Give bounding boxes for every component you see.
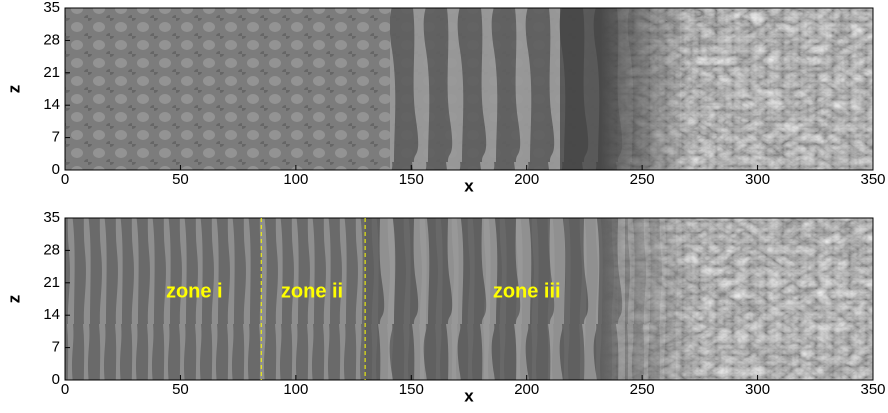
x-tick-label: 0 [61, 171, 69, 188]
x-tick-label: 100 [283, 381, 308, 398]
y-tick-label: 28 [43, 31, 60, 48]
x-tick-label: 50 [172, 171, 189, 188]
x-tick-label: 350 [860, 171, 885, 188]
x-tick-label: 50 [172, 381, 189, 398]
y-tick-label: 0 [52, 161, 60, 178]
y-tick-label: 35 [43, 0, 60, 16]
x-axis-label: x [464, 176, 474, 195]
zone-label: zone i [166, 280, 223, 302]
x-tick-label: 100 [283, 171, 308, 188]
x-tick-label: 250 [630, 171, 655, 188]
x-tick-label: 150 [399, 381, 424, 398]
y-tick-label: 7 [52, 129, 60, 146]
x-tick-label: 350 [860, 381, 885, 398]
x-axis-label: x [464, 386, 474, 405]
y-tick-label: 35 [43, 209, 60, 226]
plot-frame [64, 7, 874, 171]
y-tick-label: 21 [43, 64, 60, 81]
x-tick-label: 200 [514, 381, 539, 398]
field-top [65, 8, 873, 170]
x-tick-label: 0 [61, 381, 69, 398]
y-tick-label: 0 [52, 371, 60, 388]
y-axis-label: z [4, 295, 23, 304]
x-tick-label: 300 [745, 381, 770, 398]
x-tick-label: 150 [399, 171, 424, 188]
zone-label: zone ii [281, 280, 343, 302]
x-tick-label: 250 [630, 381, 655, 398]
y-tick-label: 14 [43, 306, 60, 323]
x-tick-label: 200 [514, 171, 539, 188]
y-tick-label: 14 [43, 96, 60, 113]
zone-label: zone iii [493, 280, 561, 302]
x-tick-label: 300 [745, 171, 770, 188]
field-bottom [65, 218, 873, 380]
y-tick-label: 7 [52, 339, 60, 356]
plot-frame [64, 217, 874, 381]
y-tick-label: 21 [43, 274, 60, 291]
y-tick-label: 28 [43, 241, 60, 258]
y-axis-label: z [4, 85, 23, 94]
